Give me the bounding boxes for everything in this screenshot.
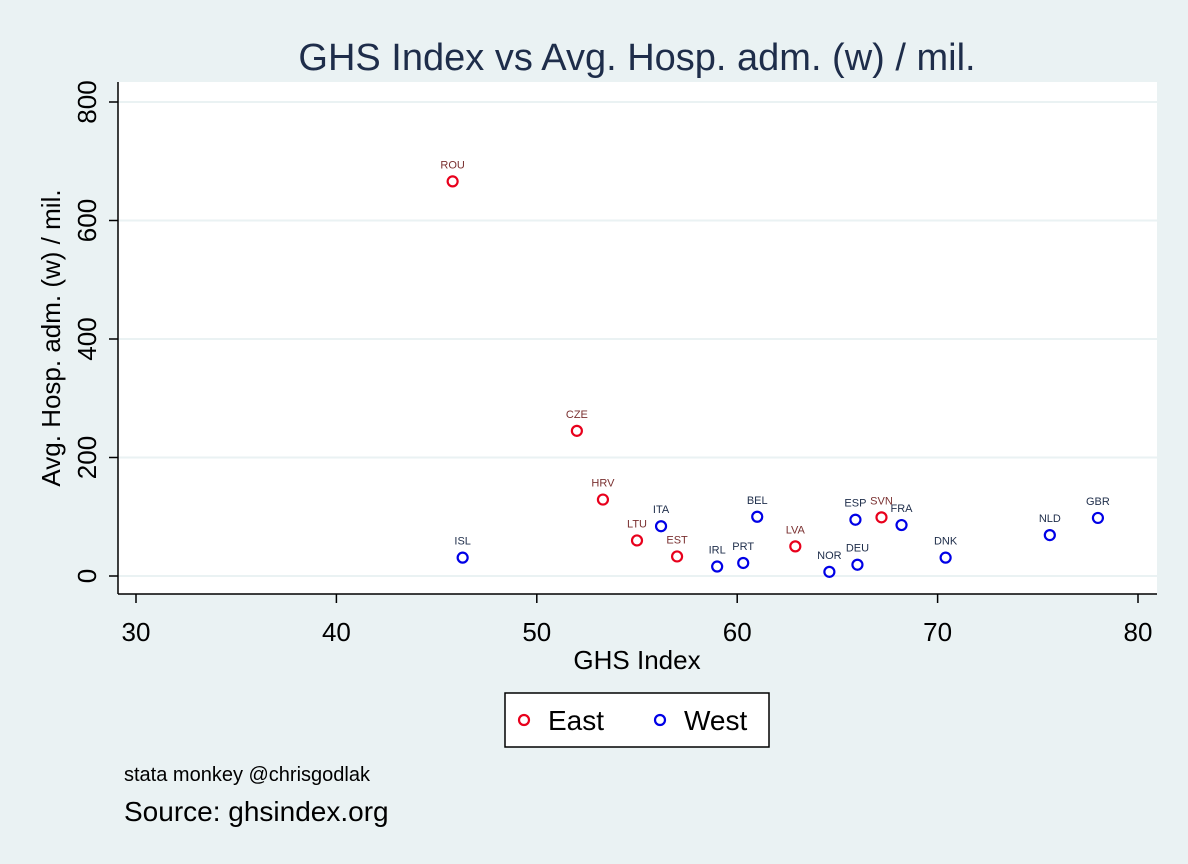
point-nld [1043,529,1056,542]
point-svn [875,511,888,524]
legend-label-east: East [548,705,604,736]
point-label-fra: FRA [891,503,914,515]
y-axis-label: Avg. Hosp. adm. (w) / mil. [36,189,66,486]
point-label-hrv: HRV [591,478,615,490]
point-label-prt: PRT [732,541,754,553]
point-label-irl: IRL [709,545,726,557]
point-hrv [596,493,610,506]
point-label-ltu: LTU [627,518,647,530]
x-tick-label: 60 [723,617,752,647]
legend-label-west: West [684,705,747,736]
point-label-deu: DEU [846,543,869,555]
x-tick-label: 30 [122,617,151,647]
point-lva [789,540,802,553]
y-tick-label: 200 [72,436,102,479]
point-irl [711,560,724,573]
point-ita [654,520,668,533]
point-ltu [630,534,644,547]
legend-box [504,692,770,748]
point-label-isl: ISL [454,536,471,548]
point-label-gbr: GBR [1086,496,1110,508]
point-label-svn: SVN [870,495,893,507]
x-tick-label: 50 [522,617,551,647]
point-label-dnk: DNK [934,536,958,548]
point-label-ita: ITA [653,504,670,516]
point-isl [456,551,469,564]
y-tick-label: 600 [72,199,102,242]
x-tick-label: 80 [1124,617,1153,647]
point-bel [751,510,764,523]
legend-marker-west [653,713,667,727]
x-tick-label: 40 [322,617,351,647]
point-label-esp: ESP [844,498,866,510]
point-dnk [939,551,952,564]
point-label-lva: LVA [786,524,806,536]
y-tick-label: 400 [72,317,102,360]
credit-note: stata monkey @chrisgodlak [124,764,370,786]
point-fra [895,518,908,532]
point-cze [570,424,583,437]
y-tick-label: 0 [72,569,102,583]
point-esp [849,513,862,526]
point-est [670,550,684,563]
x-tick-label: 70 [923,617,952,647]
point-label-bel: BEL [747,495,768,507]
point-label-cze: CZE [566,409,588,421]
point-prt [737,556,750,570]
source-note: Source: ghsindex.org [124,796,389,827]
point-rou [446,175,459,188]
y-tick-label: 800 [72,80,102,123]
point-label-nld: NLD [1039,513,1061,525]
point-deu [851,558,864,571]
point-label-nor: NOR [817,550,842,562]
point-label-rou: ROU [440,159,465,171]
chart-title: GHS Index vs Avg. Hosp. adm. (w) / mil. [298,37,975,79]
point-label-est: EST [666,534,688,546]
point-nor [823,565,836,578]
point-gbr [1091,511,1105,525]
x-axis-label: GHS Index [573,645,700,675]
legend-marker-east [517,713,531,727]
